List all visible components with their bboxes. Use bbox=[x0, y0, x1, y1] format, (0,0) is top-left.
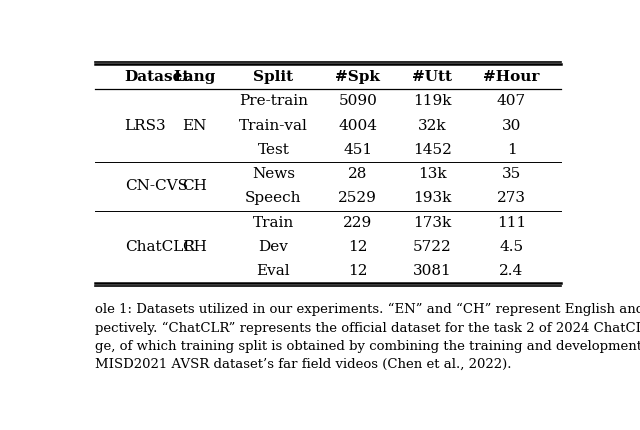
Text: News: News bbox=[252, 167, 295, 181]
Text: #Utt: #Utt bbox=[412, 70, 452, 84]
Text: Train: Train bbox=[253, 216, 294, 230]
Text: 2529: 2529 bbox=[339, 191, 377, 206]
Text: 12: 12 bbox=[348, 240, 367, 254]
Text: ole 1: Datasets utilized in our experiments. “EN” and “CH” represent English and: ole 1: Datasets utilized in our experime… bbox=[95, 303, 640, 316]
Text: CH: CH bbox=[182, 240, 207, 254]
Text: 173k: 173k bbox=[413, 216, 451, 230]
Text: 4004: 4004 bbox=[339, 119, 377, 132]
Text: 35: 35 bbox=[502, 167, 521, 181]
Text: 193k: 193k bbox=[413, 191, 451, 206]
Text: 2.4: 2.4 bbox=[499, 264, 524, 278]
Text: LRS3: LRS3 bbox=[125, 119, 166, 132]
Text: 119k: 119k bbox=[413, 94, 451, 108]
Text: #Spk: #Spk bbox=[335, 70, 380, 84]
Text: 4.5: 4.5 bbox=[499, 240, 524, 254]
Text: Lang: Lang bbox=[173, 70, 215, 84]
Text: Train-val: Train-val bbox=[239, 119, 308, 132]
Text: Split: Split bbox=[253, 70, 294, 84]
Text: Dev: Dev bbox=[259, 240, 289, 254]
Text: 1452: 1452 bbox=[413, 143, 452, 157]
Text: 273: 273 bbox=[497, 191, 526, 206]
Text: ChatCLR: ChatCLR bbox=[125, 240, 195, 254]
Text: 229: 229 bbox=[343, 216, 372, 230]
Text: pectively. “ChatCLR” represents the official dataset for the task 2 of 2024 Chat: pectively. “ChatCLR” represents the offi… bbox=[95, 322, 640, 335]
Text: #Hour: #Hour bbox=[483, 70, 540, 84]
Text: 12: 12 bbox=[348, 264, 367, 278]
Text: 111: 111 bbox=[497, 216, 526, 230]
Text: EN: EN bbox=[182, 119, 206, 132]
Text: Eval: Eval bbox=[257, 264, 291, 278]
Text: 32k: 32k bbox=[418, 119, 447, 132]
Text: Test: Test bbox=[257, 143, 289, 157]
Text: 30: 30 bbox=[502, 119, 521, 132]
Text: 13k: 13k bbox=[418, 167, 447, 181]
Text: MISD2021 AVSR dataset’s far field videos (Chen et al., 2022).: MISD2021 AVSR dataset’s far field videos… bbox=[95, 358, 511, 371]
Text: Dataset: Dataset bbox=[125, 70, 190, 84]
Text: 3081: 3081 bbox=[413, 264, 452, 278]
Text: CH: CH bbox=[182, 179, 207, 193]
Text: 451: 451 bbox=[343, 143, 372, 157]
Text: Pre-train: Pre-train bbox=[239, 94, 308, 108]
Text: 5090: 5090 bbox=[339, 94, 377, 108]
Text: ge, of which training split is obtained by combining the training and developmen: ge, of which training split is obtained … bbox=[95, 340, 640, 353]
Text: Speech: Speech bbox=[245, 191, 301, 206]
Text: CN-CVS: CN-CVS bbox=[125, 179, 188, 193]
Text: 28: 28 bbox=[348, 167, 367, 181]
Text: 407: 407 bbox=[497, 94, 526, 108]
Text: 5722: 5722 bbox=[413, 240, 452, 254]
Text: 1: 1 bbox=[507, 143, 516, 157]
